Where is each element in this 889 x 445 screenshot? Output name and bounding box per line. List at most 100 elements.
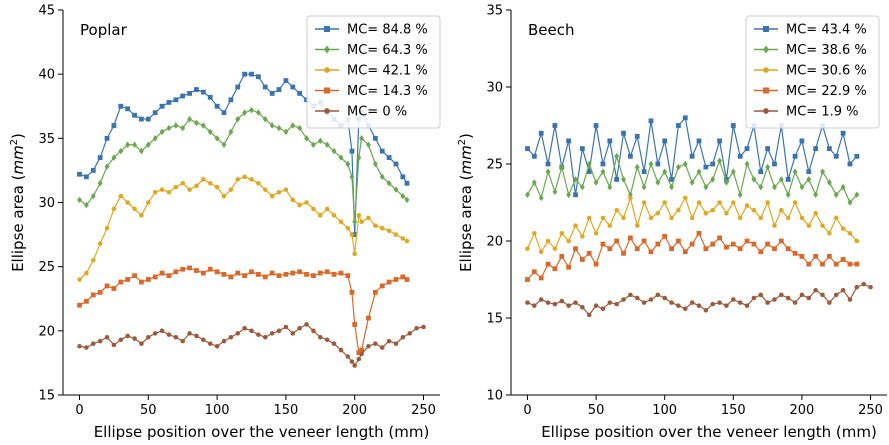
data-point [539,195,544,201]
data-point [758,249,763,254]
data-point [738,192,743,198]
data-point [854,154,859,159]
data-point [167,332,172,337]
data-point [683,249,688,254]
data-point [277,273,282,278]
data-point [731,297,736,302]
data-point [153,275,158,280]
data-point [642,300,647,305]
y-tick-label: 45 [38,4,55,19]
data-point [167,100,172,105]
data-point [146,277,151,282]
data-point [359,219,364,224]
series-line [80,177,407,280]
data-point [642,200,647,205]
legend-label: MC= 1.9 % [786,105,858,120]
data-point [407,331,412,336]
data-point [786,246,791,251]
data-point [153,331,158,336]
data-point [855,285,860,290]
data-point [697,139,702,144]
data-point [208,341,213,346]
data-point [635,223,640,228]
data-point [290,331,295,336]
data-point [215,344,220,349]
data-point [346,354,351,359]
data-point [587,313,592,318]
data-point [180,181,185,186]
data-point [201,177,206,182]
data-point [270,194,275,199]
data-point [167,273,172,278]
data-point [174,185,179,190]
data-point [793,251,798,256]
data-point [813,211,818,216]
data-point [235,177,240,182]
data-point [765,242,770,247]
data-point [683,115,688,120]
data-point [669,216,674,221]
x-tick-label: 100 [652,403,677,418]
data-point [662,139,667,144]
data-point [525,300,530,305]
data-point [249,107,254,113]
data-point [607,246,612,251]
data-point [77,172,82,177]
data-point [656,293,661,298]
x-tick-label: 150 [273,403,298,418]
data-point [311,207,316,212]
y-tick-label: 20 [38,324,55,339]
data-point [820,262,825,267]
data-point [153,110,158,115]
data-point [628,196,633,201]
data-point [297,91,302,96]
data-point [222,194,227,199]
data-point [745,146,750,151]
data-point [614,302,619,307]
data-point [552,188,557,194]
data-point [167,190,172,195]
data-point [553,266,558,271]
data-point [187,187,192,192]
data-point [710,302,715,307]
legend-label: MC= 43.4 % [786,23,867,38]
data-point [229,187,234,192]
data-point [311,329,316,334]
data-point [105,136,110,141]
data-point [807,223,812,228]
data-point [118,104,123,109]
data-point [546,168,551,174]
data-point [222,339,227,344]
data-point [263,275,268,280]
data-point [758,169,763,174]
data-point [263,335,268,340]
legend: MC= 43.4 % MC= 38.6 % MC= 30.6 % MC= 22.9 %… [746,16,879,128]
data-point [160,271,165,276]
data-point [405,239,410,244]
data-point [662,234,667,239]
data-point [553,302,558,307]
data-point [587,251,592,256]
data-point [139,213,144,218]
data-point [414,326,419,331]
data-point [655,162,660,167]
data-point [566,139,571,144]
data-point [566,303,571,308]
data-point [208,181,213,186]
data-point [573,223,578,228]
data-point [594,231,599,236]
legend-marker [763,26,769,32]
data-point [394,277,399,282]
data-point [745,161,750,167]
data-point [350,359,355,364]
data-point [256,181,261,186]
data-point [387,280,392,285]
data-point [827,254,832,259]
data-point [786,216,791,221]
data-point [813,192,818,198]
data-point [854,262,859,267]
data-point [800,139,805,144]
data-point [119,194,124,199]
data-point [635,164,640,170]
data-point [758,216,763,221]
